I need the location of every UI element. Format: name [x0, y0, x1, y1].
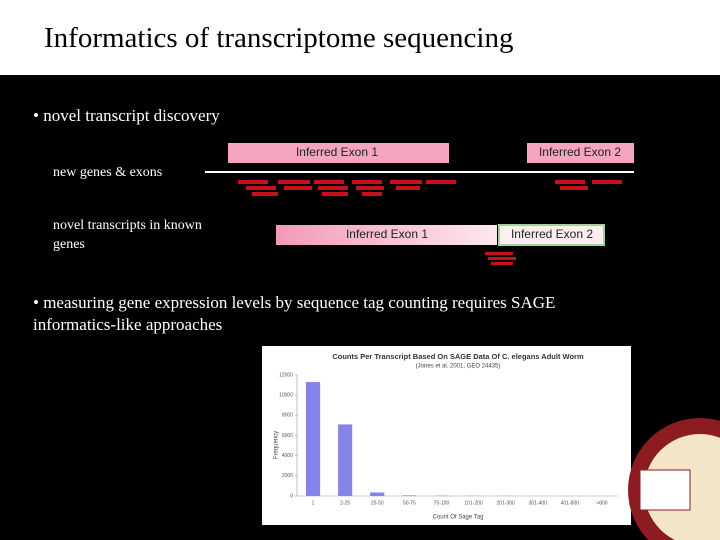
- x-tick-label: 201-300: [496, 500, 515, 506]
- chart-subtitle: (Jones et al. 2001, GEO 24435): [416, 364, 501, 370]
- y-tick-label: 4000: [282, 453, 293, 459]
- x-tick-label: 301-400: [529, 500, 548, 506]
- x-tick-label: 25-50: [371, 500, 384, 506]
- row-label: novel transcripts in known genes: [53, 218, 202, 252]
- chart-background: [262, 346, 631, 525]
- x-tick-label: 401-800: [561, 500, 580, 506]
- bullet: • novel transcript discovery: [33, 106, 220, 125]
- y-axis-label: Frequency: [274, 431, 280, 459]
- reads: [238, 180, 622, 265]
- x-axis-label: Count Of Sage Tag: [433, 515, 484, 521]
- exon-box: [228, 143, 449, 163]
- y-tick-label: 0: [290, 493, 293, 499]
- exon-label: Inferred Exon 1: [346, 227, 428, 241]
- x-tick-label: 75-100: [434, 500, 450, 506]
- y-tick-label: 2000: [282, 473, 293, 479]
- bar: [402, 495, 417, 496]
- y-tick-label: 6000: [282, 433, 293, 439]
- exon-label: Inferred Exon 1: [296, 145, 378, 159]
- slide-title: Informatics of transcriptome sequencing: [0, 0, 720, 75]
- exon-label: Inferred Exon 2: [511, 227, 593, 241]
- x-tick-label: 50-75: [403, 500, 416, 506]
- logo: [628, 418, 720, 540]
- y-tick-label: 10000: [279, 392, 293, 398]
- bar: [305, 382, 321, 496]
- x-tick-label: >800: [596, 500, 607, 506]
- y-tick-label: 12000: [279, 372, 293, 378]
- exon-box: [527, 143, 634, 163]
- x-tick-label: 2-25: [340, 500, 350, 506]
- exon-box: [276, 225, 497, 245]
- bullet: • measuring gene expression levels by se…: [33, 293, 556, 334]
- chart-title: Counts Per Transcript Based On SAGE Data…: [332, 352, 584, 361]
- bar: [338, 424, 353, 496]
- exon-label: Inferred Exon 2: [539, 145, 621, 159]
- x-tick-label: 101-200: [464, 500, 483, 506]
- x-tick-label: 1: [312, 500, 315, 506]
- row-label: new genes & exons: [53, 165, 163, 180]
- y-tick-label: 8000: [282, 413, 293, 419]
- exon-box: [498, 224, 605, 246]
- bar: [370, 492, 385, 496]
